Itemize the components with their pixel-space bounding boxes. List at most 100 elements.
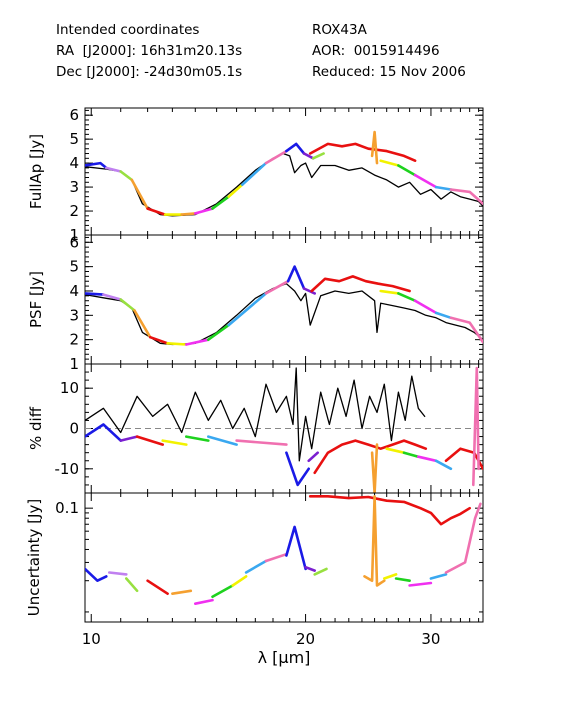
x-axis-label: λ [μm] xyxy=(258,648,311,667)
uncertainty-series-green-6 xyxy=(211,584,234,599)
psf-series-pink-10 xyxy=(264,279,290,295)
fullap-series-pink-12 xyxy=(264,149,288,165)
psf-series-purple-12 xyxy=(302,287,316,295)
diff-ytick-label: 10 xyxy=(60,379,79,397)
header-reduced: Reduced: 15 Nov 2006 xyxy=(312,64,466,80)
diff-ylabel: % diff xyxy=(27,406,45,450)
diff-series-purple-9 xyxy=(307,451,319,463)
psf-series-violet-2 xyxy=(102,293,122,301)
diff-series-blue-8 xyxy=(285,451,310,487)
psf-ylabel: PSF [Jy] xyxy=(27,271,45,328)
psf-panel: 1 2 3 4 5 6 PSF [Jy] xyxy=(27,233,484,373)
uncertainty-series-lightgreen-12 xyxy=(313,567,328,576)
psf-series-magenta-7 xyxy=(185,338,210,346)
uncertainty-series-magenta-5 xyxy=(194,598,214,605)
header-object: ROX43A xyxy=(312,22,367,38)
diff-series-red-10 xyxy=(313,439,428,475)
psf-series-cyan-17 xyxy=(434,311,453,320)
psf-series-black-0 xyxy=(85,283,483,346)
uncertainty-panel: 0.1 Uncertainty [Jy] 10 20 30 λ [μm] xyxy=(25,492,484,667)
psf-ytick-label: 6 xyxy=(69,233,79,251)
fullap-series-blue-13 xyxy=(285,142,306,155)
fullap-series-pink-22 xyxy=(449,188,483,206)
diff-series-red-3 xyxy=(135,435,164,446)
fullap-panel: 1 2 3 4 5 6 FullAp [Jy] xyxy=(27,106,484,244)
uncertainty-series-pink-9 xyxy=(264,552,288,563)
uncertainty-series-yellow-7 xyxy=(231,575,248,587)
diff-series-yellow-12 xyxy=(385,447,406,454)
uncertainty-ylabel: Uncertainty [Jy] xyxy=(25,499,43,616)
diff-series-cyan-15 xyxy=(434,459,453,471)
uncertainty-series-blue-10 xyxy=(285,525,307,571)
fullap-series-red-5 xyxy=(146,207,167,216)
fullap-series-cyan-21 xyxy=(434,185,453,191)
fullap-series-yellow-10 xyxy=(227,183,244,198)
fullap-frame xyxy=(84,107,484,236)
psf-ytick-label: 4 xyxy=(69,282,79,300)
fullap-series-yellow-18 xyxy=(379,159,400,167)
diff-series-yellow-4 xyxy=(161,439,188,446)
fullap-series-group xyxy=(85,130,483,217)
uncertainty-series-lightgreen-2 xyxy=(125,577,139,593)
uncertainty-series-green-16 xyxy=(394,577,411,582)
uncertainty-series-orange-14 xyxy=(363,495,386,587)
psf-series-magenta-16 xyxy=(413,299,438,315)
fullap-series-cyan-11 xyxy=(241,161,268,186)
fullap-series-orange-7 xyxy=(180,212,197,216)
psf-ytick-label: 1 xyxy=(69,355,79,373)
diff-series-pink-7 xyxy=(235,439,288,446)
uncertainty-series-blue-0 xyxy=(85,567,108,582)
diff-series-magenta-14 xyxy=(417,455,438,463)
uncertainty-series-violet-1 xyxy=(108,571,128,576)
diff-series-purple-2 xyxy=(119,435,139,442)
fullap-series-orange-4 xyxy=(130,178,149,210)
header-aor: AOR: 0015914496 xyxy=(312,43,440,59)
psf-series-yellow-14 xyxy=(379,289,400,295)
diff-series-orange-11 xyxy=(370,443,379,493)
psf-series-lightgreen-3 xyxy=(119,298,136,312)
diff-series-green-13 xyxy=(402,451,420,458)
diff-series-pink-17 xyxy=(472,366,480,487)
header-intended-label: Intended coordinates xyxy=(56,22,200,38)
fullap-series-orange-17 xyxy=(370,130,379,165)
diff-ytick-label: -10 xyxy=(55,460,80,478)
diff-frame xyxy=(84,363,484,494)
psf-series-group xyxy=(85,265,483,346)
diff-ytick-label: 0 xyxy=(69,420,79,438)
psf-series-blue-11 xyxy=(286,265,306,290)
diff-series-group xyxy=(85,366,483,493)
psf-series-green-8 xyxy=(207,323,230,341)
fullap-series-magenta-8 xyxy=(194,207,214,215)
uncertainty-series-group xyxy=(85,495,482,605)
uncertainty-frame xyxy=(84,492,484,623)
fullap-ytick-label: 6 xyxy=(69,106,79,124)
fullap-ytick-label: 4 xyxy=(69,154,79,172)
x-tick-label: 20 xyxy=(296,630,315,648)
header-ra: RA [J2000]: 16h31m20.13s xyxy=(56,43,243,59)
fullap-series-magenta-20 xyxy=(413,173,438,189)
psf-series-cyan-9 xyxy=(227,292,268,327)
diff-series-green-5 xyxy=(185,435,210,442)
uncertainty-ytick-label: 0.1 xyxy=(55,499,79,517)
fullap-ylabel: FullAp [Jy] xyxy=(27,134,45,209)
x-tick-label: 30 xyxy=(421,630,440,648)
diff-series-cyan-6 xyxy=(207,435,238,446)
fullap-ytick-label: 5 xyxy=(69,130,79,148)
uncertainty-series-orange-4 xyxy=(171,589,193,595)
psf-frame xyxy=(84,234,484,365)
fullap-ytick-label: 3 xyxy=(69,178,79,196)
psf-series-blue-1 xyxy=(85,292,105,296)
psf-series-yellow-6 xyxy=(166,342,188,346)
fullap-ytick-label: 1 xyxy=(69,226,79,244)
uncertainty-series-yellow-15 xyxy=(383,573,398,580)
psf-ytick-label: 5 xyxy=(69,258,79,276)
psf-ytick-label: 2 xyxy=(69,331,79,349)
fullap-series-lightgreen-3 xyxy=(119,170,134,182)
psf-series-orange-4 xyxy=(133,309,152,339)
fullap-series-green-9 xyxy=(211,195,230,210)
fullap-series-violet-2 xyxy=(105,166,122,173)
x-tick-label: 10 xyxy=(82,630,101,648)
psf-ytick-label: 3 xyxy=(69,306,79,324)
psf-series-pink-18 xyxy=(449,316,483,344)
